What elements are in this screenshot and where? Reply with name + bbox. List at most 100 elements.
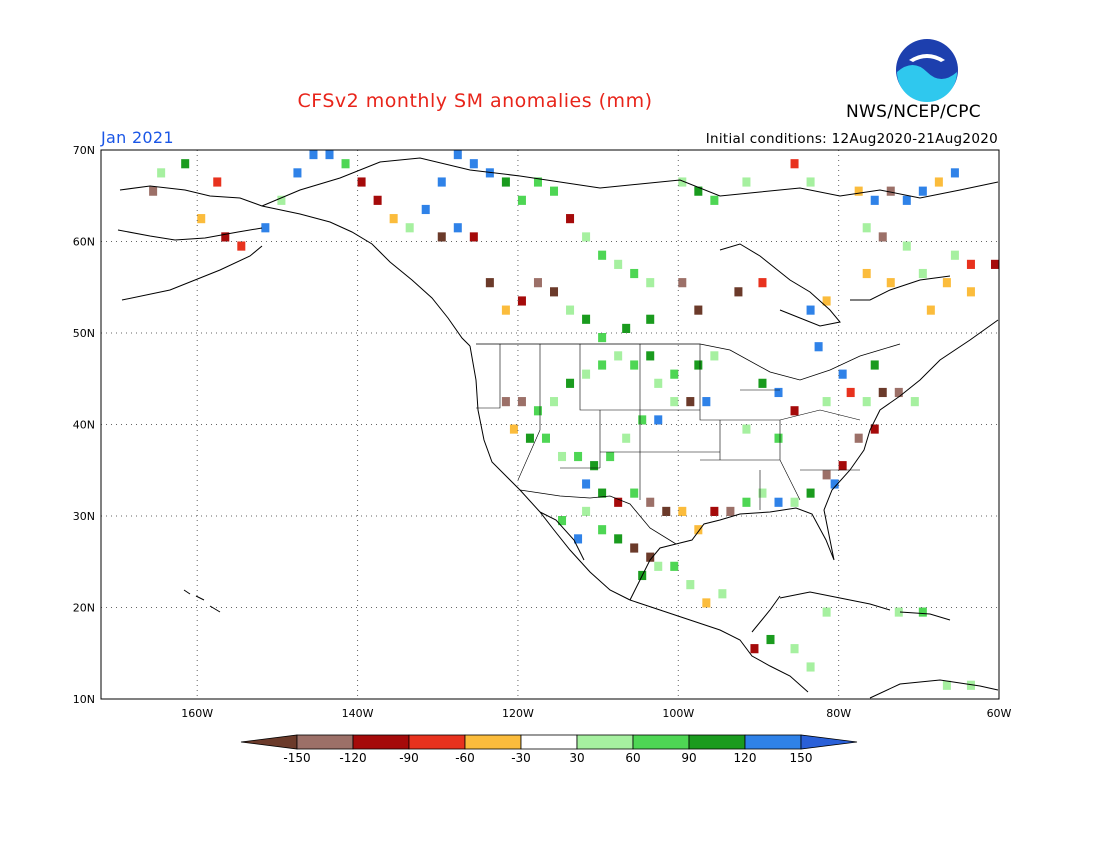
anomaly-cell bbox=[806, 488, 815, 498]
anomaly-cell bbox=[630, 543, 639, 553]
anomaly-cell bbox=[646, 314, 655, 324]
anomaly-cell bbox=[790, 497, 799, 507]
anomaly-cell bbox=[509, 424, 518, 434]
central-america bbox=[629, 595, 809, 693]
lon-tick-label: 60W bbox=[987, 707, 1012, 720]
anomaly-cell bbox=[710, 195, 719, 205]
anomaly-cell bbox=[686, 397, 695, 407]
anomaly-cell bbox=[469, 232, 478, 242]
colorbar-label: -150 bbox=[283, 751, 310, 765]
colorbar-swatch bbox=[464, 734, 522, 750]
hispaniola bbox=[899, 611, 951, 621]
lon-tick-label: 100W bbox=[662, 707, 694, 720]
anomaly-cell bbox=[950, 168, 959, 178]
anomaly-cell bbox=[566, 378, 575, 388]
anomaly-cell bbox=[437, 232, 446, 242]
anomaly-cell bbox=[902, 241, 911, 251]
anomaly-cell bbox=[550, 287, 559, 297]
anomaly-cell bbox=[221, 232, 230, 242]
colorbar-arrow-right bbox=[800, 734, 858, 750]
anomaly-cell bbox=[822, 397, 831, 407]
anomaly-cell bbox=[261, 223, 270, 233]
anomaly-cell bbox=[822, 607, 831, 617]
anomaly-cell bbox=[910, 397, 919, 407]
anomaly-cell bbox=[525, 433, 534, 443]
anomaly-cell bbox=[598, 488, 607, 498]
anomaly-cell bbox=[686, 580, 695, 590]
anomaly-cell bbox=[574, 451, 583, 462]
anomaly-cell bbox=[838, 461, 847, 471]
anomaly-cell bbox=[734, 287, 743, 297]
chart-title: CFSv2 monthly SM anomalies (mm) bbox=[297, 90, 653, 112]
coastline-layer bbox=[117, 157, 999, 699]
anomaly-cell bbox=[517, 296, 526, 306]
anomaly-cell bbox=[550, 186, 559, 196]
anomaly-cell bbox=[638, 415, 647, 425]
anomaly-cell bbox=[670, 561, 679, 571]
anomaly-cell bbox=[678, 506, 687, 516]
us-canada-border bbox=[476, 343, 901, 381]
anomaly-cell bbox=[694, 305, 703, 315]
anomaly-cell bbox=[437, 177, 446, 187]
colorbar-swatch bbox=[688, 734, 746, 750]
anomaly-cell bbox=[646, 278, 655, 288]
map-frame bbox=[100, 149, 1000, 700]
anomaly-cell bbox=[718, 589, 727, 599]
colorbar-label: -30 bbox=[511, 751, 531, 765]
anomaly-cell bbox=[598, 525, 607, 535]
anomaly-cell bbox=[277, 195, 286, 205]
colorbar-swatch bbox=[632, 734, 690, 750]
anomaly-cell bbox=[582, 314, 591, 324]
anomaly-cell bbox=[758, 488, 767, 498]
anomaly-cell bbox=[614, 351, 623, 361]
anomaly-cell bbox=[894, 607, 903, 617]
colorbar-label: -60 bbox=[455, 751, 475, 765]
anomaly-cell bbox=[149, 186, 158, 196]
colorbar-label: 90 bbox=[681, 751, 696, 765]
anomaly-cell bbox=[702, 397, 711, 407]
anomaly-cell bbox=[566, 305, 575, 315]
anomaly-cell bbox=[702, 598, 711, 608]
anomaly-cell bbox=[806, 305, 815, 315]
lon-tick-label: 160W bbox=[181, 707, 213, 720]
anomaly-cell bbox=[309, 150, 318, 160]
anomaly-cell bbox=[654, 378, 663, 388]
anomaly-cell bbox=[598, 333, 607, 343]
anomaly-cell bbox=[293, 168, 302, 178]
anomaly-cell bbox=[662, 506, 671, 516]
anomaly-cell bbox=[421, 204, 430, 215]
anomaly-cell bbox=[678, 278, 687, 288]
anomaly-cell bbox=[646, 497, 655, 507]
anomaly-cell bbox=[918, 268, 927, 279]
anomaly-cell bbox=[886, 278, 895, 288]
anomaly-cell bbox=[742, 177, 751, 187]
anomaly-cell bbox=[694, 360, 703, 370]
colorbar-label: 120 bbox=[734, 751, 757, 765]
anomaly-cell bbox=[654, 415, 663, 425]
anomaly-cell bbox=[598, 360, 607, 370]
cuba bbox=[779, 591, 891, 611]
anomaly-cell bbox=[790, 406, 799, 416]
colorbar-label: -90 bbox=[399, 751, 419, 765]
valid-month-label: Jan 2021 bbox=[101, 128, 174, 147]
anomaly-cell bbox=[870, 424, 879, 434]
anomaly-cell bbox=[237, 241, 246, 251]
anomaly-cell bbox=[453, 223, 462, 233]
anomaly-cell bbox=[870, 360, 879, 370]
anomaly-cell bbox=[854, 433, 863, 443]
anomaly-cell bbox=[558, 516, 567, 526]
anomaly-cell bbox=[550, 397, 559, 407]
anomaly-cell bbox=[902, 195, 911, 205]
agency-label: NWS/NCEP/CPC bbox=[846, 102, 981, 122]
lon-tick-label: 120W bbox=[502, 707, 534, 720]
colorbar-swatch bbox=[408, 734, 466, 750]
anomaly-cell bbox=[790, 644, 799, 654]
anomaly-cell bbox=[694, 525, 703, 535]
anomaly-cell bbox=[742, 424, 751, 434]
anomaly-cell bbox=[598, 250, 607, 260]
colorbar-label: 60 bbox=[625, 751, 640, 765]
anomaly-cell bbox=[533, 177, 542, 187]
anomaly-cell bbox=[966, 680, 975, 690]
anomaly-cell bbox=[533, 406, 542, 416]
anomaly-cell bbox=[341, 159, 350, 169]
